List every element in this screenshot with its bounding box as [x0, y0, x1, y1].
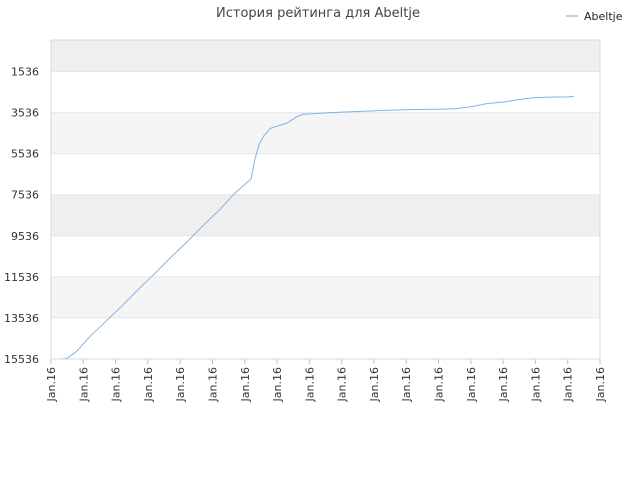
plot-band — [51, 235, 600, 277]
x-tick-label: Jan.16 — [594, 367, 607, 402]
y-tick-label: 11536 — [4, 271, 39, 284]
x-tick-label: Jan.16 — [497, 367, 510, 402]
chart-title: История рейтинга для Abeltje — [216, 6, 420, 21]
x-axis-ticks: Jan.16 Jan.16 Jan.16 Jan.16 Jan.16 Jan.16 Jan.… — [45, 359, 607, 402]
x-tick-label: Jan.16 — [77, 367, 90, 402]
plot-band — [51, 194, 600, 236]
plot-band — [51, 112, 600, 154]
plot-band — [51, 276, 600, 318]
x-tick-label: Jan.16 — [271, 367, 284, 402]
y-tick-label: 1536 — [11, 66, 39, 79]
y-tick-label: 9536 — [11, 230, 39, 243]
plot-band — [51, 40, 600, 72]
x-tick-label: Jan.16 — [433, 367, 446, 402]
y-tick-label: 15536 — [4, 353, 39, 366]
series-group — [60, 95, 575, 360]
x-tick-label: Jan.16 — [303, 367, 316, 402]
legend-label-abeltje: Abeltje — [584, 10, 623, 23]
x-tick-label: Jan.16 — [529, 367, 542, 402]
plot-frame — [50, 39, 601, 360]
y-tick-label: 13536 — [4, 312, 39, 325]
x-tick-label: Jan.16 — [45, 367, 58, 402]
x-tick-label: Jan.16 — [110, 367, 123, 402]
y-tick-label: 7536 — [11, 189, 39, 202]
plot-band — [51, 153, 600, 195]
plot-band — [51, 71, 600, 113]
x-tick-label: Jan.16 — [142, 367, 155, 402]
y-tick-label: 5536 — [11, 148, 39, 161]
x-tick-label: Jan.16 — [465, 367, 478, 402]
plot-bands — [51, 40, 600, 359]
x-tick-label: Jan.16 — [400, 367, 413, 402]
y-tick-label: 3536 — [11, 107, 39, 120]
x-tick-label: Jan.16 — [206, 367, 219, 402]
y-axis-ticks: 1536 3536 5536 7536 9536 11536 13536 15536 — [4, 66, 39, 366]
legend[interactable]: Abeltje — [566, 10, 623, 23]
series-line-abeltje[interactable] — [60, 95, 575, 360]
x-tick-label: Jan.16 — [239, 367, 252, 402]
x-tick-label: Jan.16 — [368, 367, 381, 402]
x-tick-label: Jan.16 — [336, 367, 349, 402]
plot-band — [51, 317, 600, 359]
x-tick-label: Jan.16 — [174, 367, 187, 402]
x-tick-label: Jan.16 — [562, 367, 575, 402]
